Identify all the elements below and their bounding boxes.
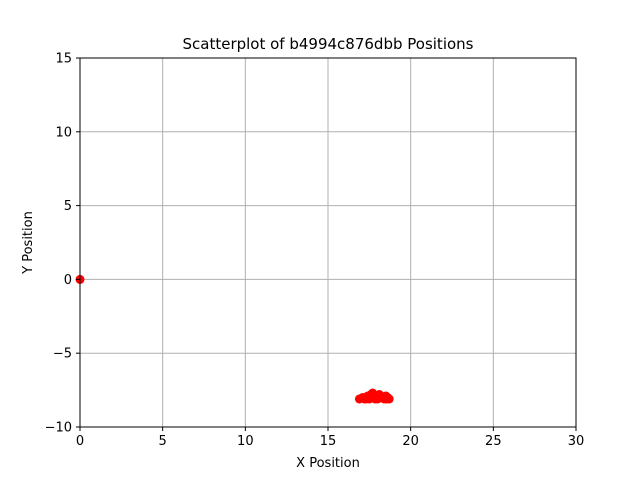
x-tick-label: 10 bbox=[237, 434, 254, 449]
y-tick-label: 5 bbox=[64, 199, 72, 214]
y-tick-label: −10 bbox=[45, 421, 72, 436]
x-axis-label: X Position bbox=[296, 456, 360, 471]
chart-title: Scatterplot of b4994c876dbb Positions bbox=[183, 35, 474, 53]
x-tick-label: 25 bbox=[485, 434, 502, 449]
x-tick-label: 30 bbox=[568, 434, 585, 449]
data-point bbox=[382, 394, 392, 404]
y-tick-label: 0 bbox=[64, 273, 72, 288]
x-tick-label: 20 bbox=[402, 434, 419, 449]
x-tick-label: 0 bbox=[76, 434, 84, 449]
x-tick-label: 15 bbox=[320, 434, 337, 449]
y-tick-label: 15 bbox=[55, 52, 72, 67]
y-axis-label: Y Position bbox=[21, 211, 36, 275]
data-point bbox=[370, 394, 380, 404]
y-tick-label: 10 bbox=[55, 125, 72, 140]
y-tick-label: −5 bbox=[53, 347, 72, 362]
data-points bbox=[75, 274, 394, 404]
data-point bbox=[359, 394, 369, 404]
axis-ticks: 0 5 10 15 20 25 30 −10 −5 0 5 10 15 bbox=[45, 52, 585, 450]
x-tick-label: 5 bbox=[159, 434, 167, 449]
